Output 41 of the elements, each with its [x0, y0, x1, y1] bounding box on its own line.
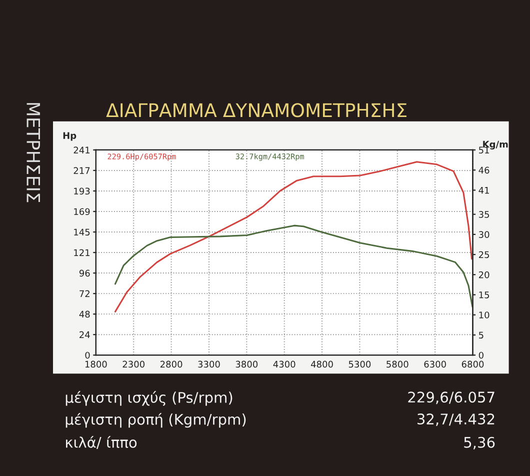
- x-tick-label: 6300: [424, 360, 446, 368]
- y2-tick-label: 20: [478, 271, 490, 278]
- x-tick-label: 3800: [236, 360, 258, 368]
- y-tick-label: 24: [80, 331, 90, 338]
- x-tick-label: 4800: [310, 360, 333, 368]
- text: μέγιστη ροπή (Kgm/rpm): [66, 412, 246, 428]
- x-tick-label: 6800: [462, 360, 484, 368]
- x-tick-label: 2300: [122, 360, 144, 368]
- text: 229,6/6.057: [408, 392, 494, 404]
- y-tick-label: 0: [85, 352, 90, 359]
- y2-tick-label: 5: [479, 332, 484, 339]
- y2-tick-label: 35: [479, 211, 490, 218]
- y-tick-label: 241: [74, 146, 90, 154]
- y-tick-label: 217: [74, 167, 90, 174]
- y2-tick-label: 25: [478, 251, 490, 258]
- y2-tick-label: 46: [478, 166, 490, 174]
- y2-tick-label: 15: [479, 292, 490, 298]
- text: 32,7/4.432: [418, 414, 494, 426]
- text: 5,36: [464, 436, 495, 450]
- y-tick-label: 48: [79, 310, 90, 318]
- x-tick-label: 2800: [160, 360, 182, 368]
- y2-tick-label: 10: [479, 312, 490, 318]
- y-axis-title: Hp: [63, 132, 76, 141]
- y2-tick-label: 30: [479, 231, 490, 238]
- text: κιλά/ ίππο: [66, 436, 137, 450]
- x-tick-label: 3300: [198, 360, 220, 368]
- y-tick-label: 145: [74, 228, 90, 236]
- y-tick-label: 121: [74, 249, 90, 256]
- y-tick-label: 96: [79, 270, 90, 277]
- y-tick-label: 193: [74, 188, 90, 195]
- y-tick-label: 72: [80, 290, 90, 297]
- chart-title: ΔΙΑΓΡΑΜΜΑ ΔΥΝΑΜΟΜΕΤΡΗΣΗΣ: [106, 103, 406, 118]
- x-tick-label: 5800: [386, 360, 408, 368]
- text: μέγιστη ισχύς (Ps/rpm): [66, 391, 232, 406]
- y-tick-label: 169: [74, 208, 90, 216]
- x-tick-label: 4300: [273, 360, 296, 368]
- x-tick-label: 1800: [85, 360, 107, 368]
- x-tick-label: 5300: [348, 360, 371, 368]
- text: ΜΕΤΡΗΣΕΙΣ: [26, 103, 40, 202]
- y2-tick-label: 0: [478, 352, 484, 359]
- y2-tick-label: 41: [478, 187, 489, 194]
